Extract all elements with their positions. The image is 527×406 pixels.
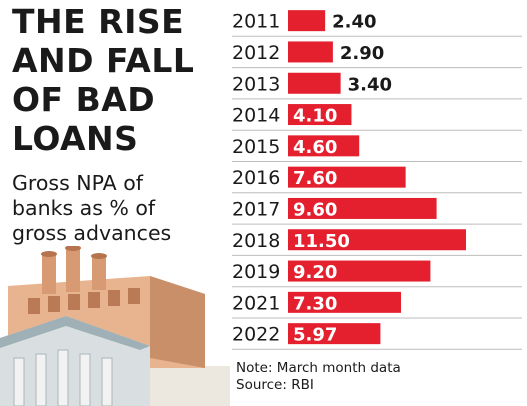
bar [288, 166, 406, 188]
year-label: 2013 [232, 73, 280, 95]
title-line: AND FALL [12, 41, 195, 80]
bank-roof [0, 316, 150, 350]
chart-title: THE RISE AND FALL OF BAD LOANS [12, 2, 227, 158]
value-label: 7.30 [293, 293, 337, 314]
year-label: 2022 [232, 324, 280, 346]
value-label: 4.10 [293, 106, 337, 127]
bar [288, 135, 360, 157]
bar [288, 323, 381, 345]
value-label: 2.40 [332, 12, 376, 33]
year-label: 2012 [232, 42, 280, 64]
year-label: 2014 [232, 105, 280, 127]
value-label: 2.90 [340, 43, 384, 64]
subtitle-line: banks as % of [12, 196, 156, 220]
value-label: 7.60 [293, 168, 337, 189]
factory-bank-illustration-icon [0, 246, 230, 406]
year-label: 2016 [232, 167, 280, 189]
year-label: 2018 [232, 230, 280, 252]
bar [288, 104, 352, 126]
year-label: 2021 [232, 292, 280, 314]
bar [288, 197, 437, 219]
value-label: 9.60 [293, 199, 337, 220]
subtitle-line: Gross NPA of [12, 171, 143, 195]
factory-side [150, 276, 205, 368]
bar [288, 10, 326, 32]
title-line: LOANS [12, 119, 139, 158]
subtitle-line: gross advances [12, 221, 172, 245]
bar [288, 291, 401, 313]
title-line: THE RISE [12, 2, 185, 41]
value-label: 4.60 [293, 137, 337, 158]
year-label: 2019 [232, 261, 280, 283]
source-text: Source: RBI [236, 377, 314, 393]
bank-columns [13, 349, 113, 406]
bar [288, 229, 466, 251]
value-label: 3.40 [348, 74, 392, 95]
year-label: 2011 [232, 11, 280, 33]
title-line: OF BAD [12, 80, 156, 119]
chart-subtitle: Gross NPA of banks as % of gross advance… [12, 171, 222, 246]
factory-windows [28, 288, 140, 314]
chimneys [41, 246, 107, 294]
year-label: 2017 [232, 198, 280, 220]
bar [288, 41, 333, 63]
value-label: 5.97 [293, 325, 337, 346]
value-label: 11.50 [293, 231, 350, 252]
bar [288, 260, 431, 282]
bar [288, 72, 341, 94]
chart-notes: Note: March month data Source: RBI [236, 360, 401, 394]
value-label: 9.20 [293, 262, 337, 283]
year-label: 2015 [232, 136, 280, 158]
note-text: Note: March month data [236, 360, 401, 376]
